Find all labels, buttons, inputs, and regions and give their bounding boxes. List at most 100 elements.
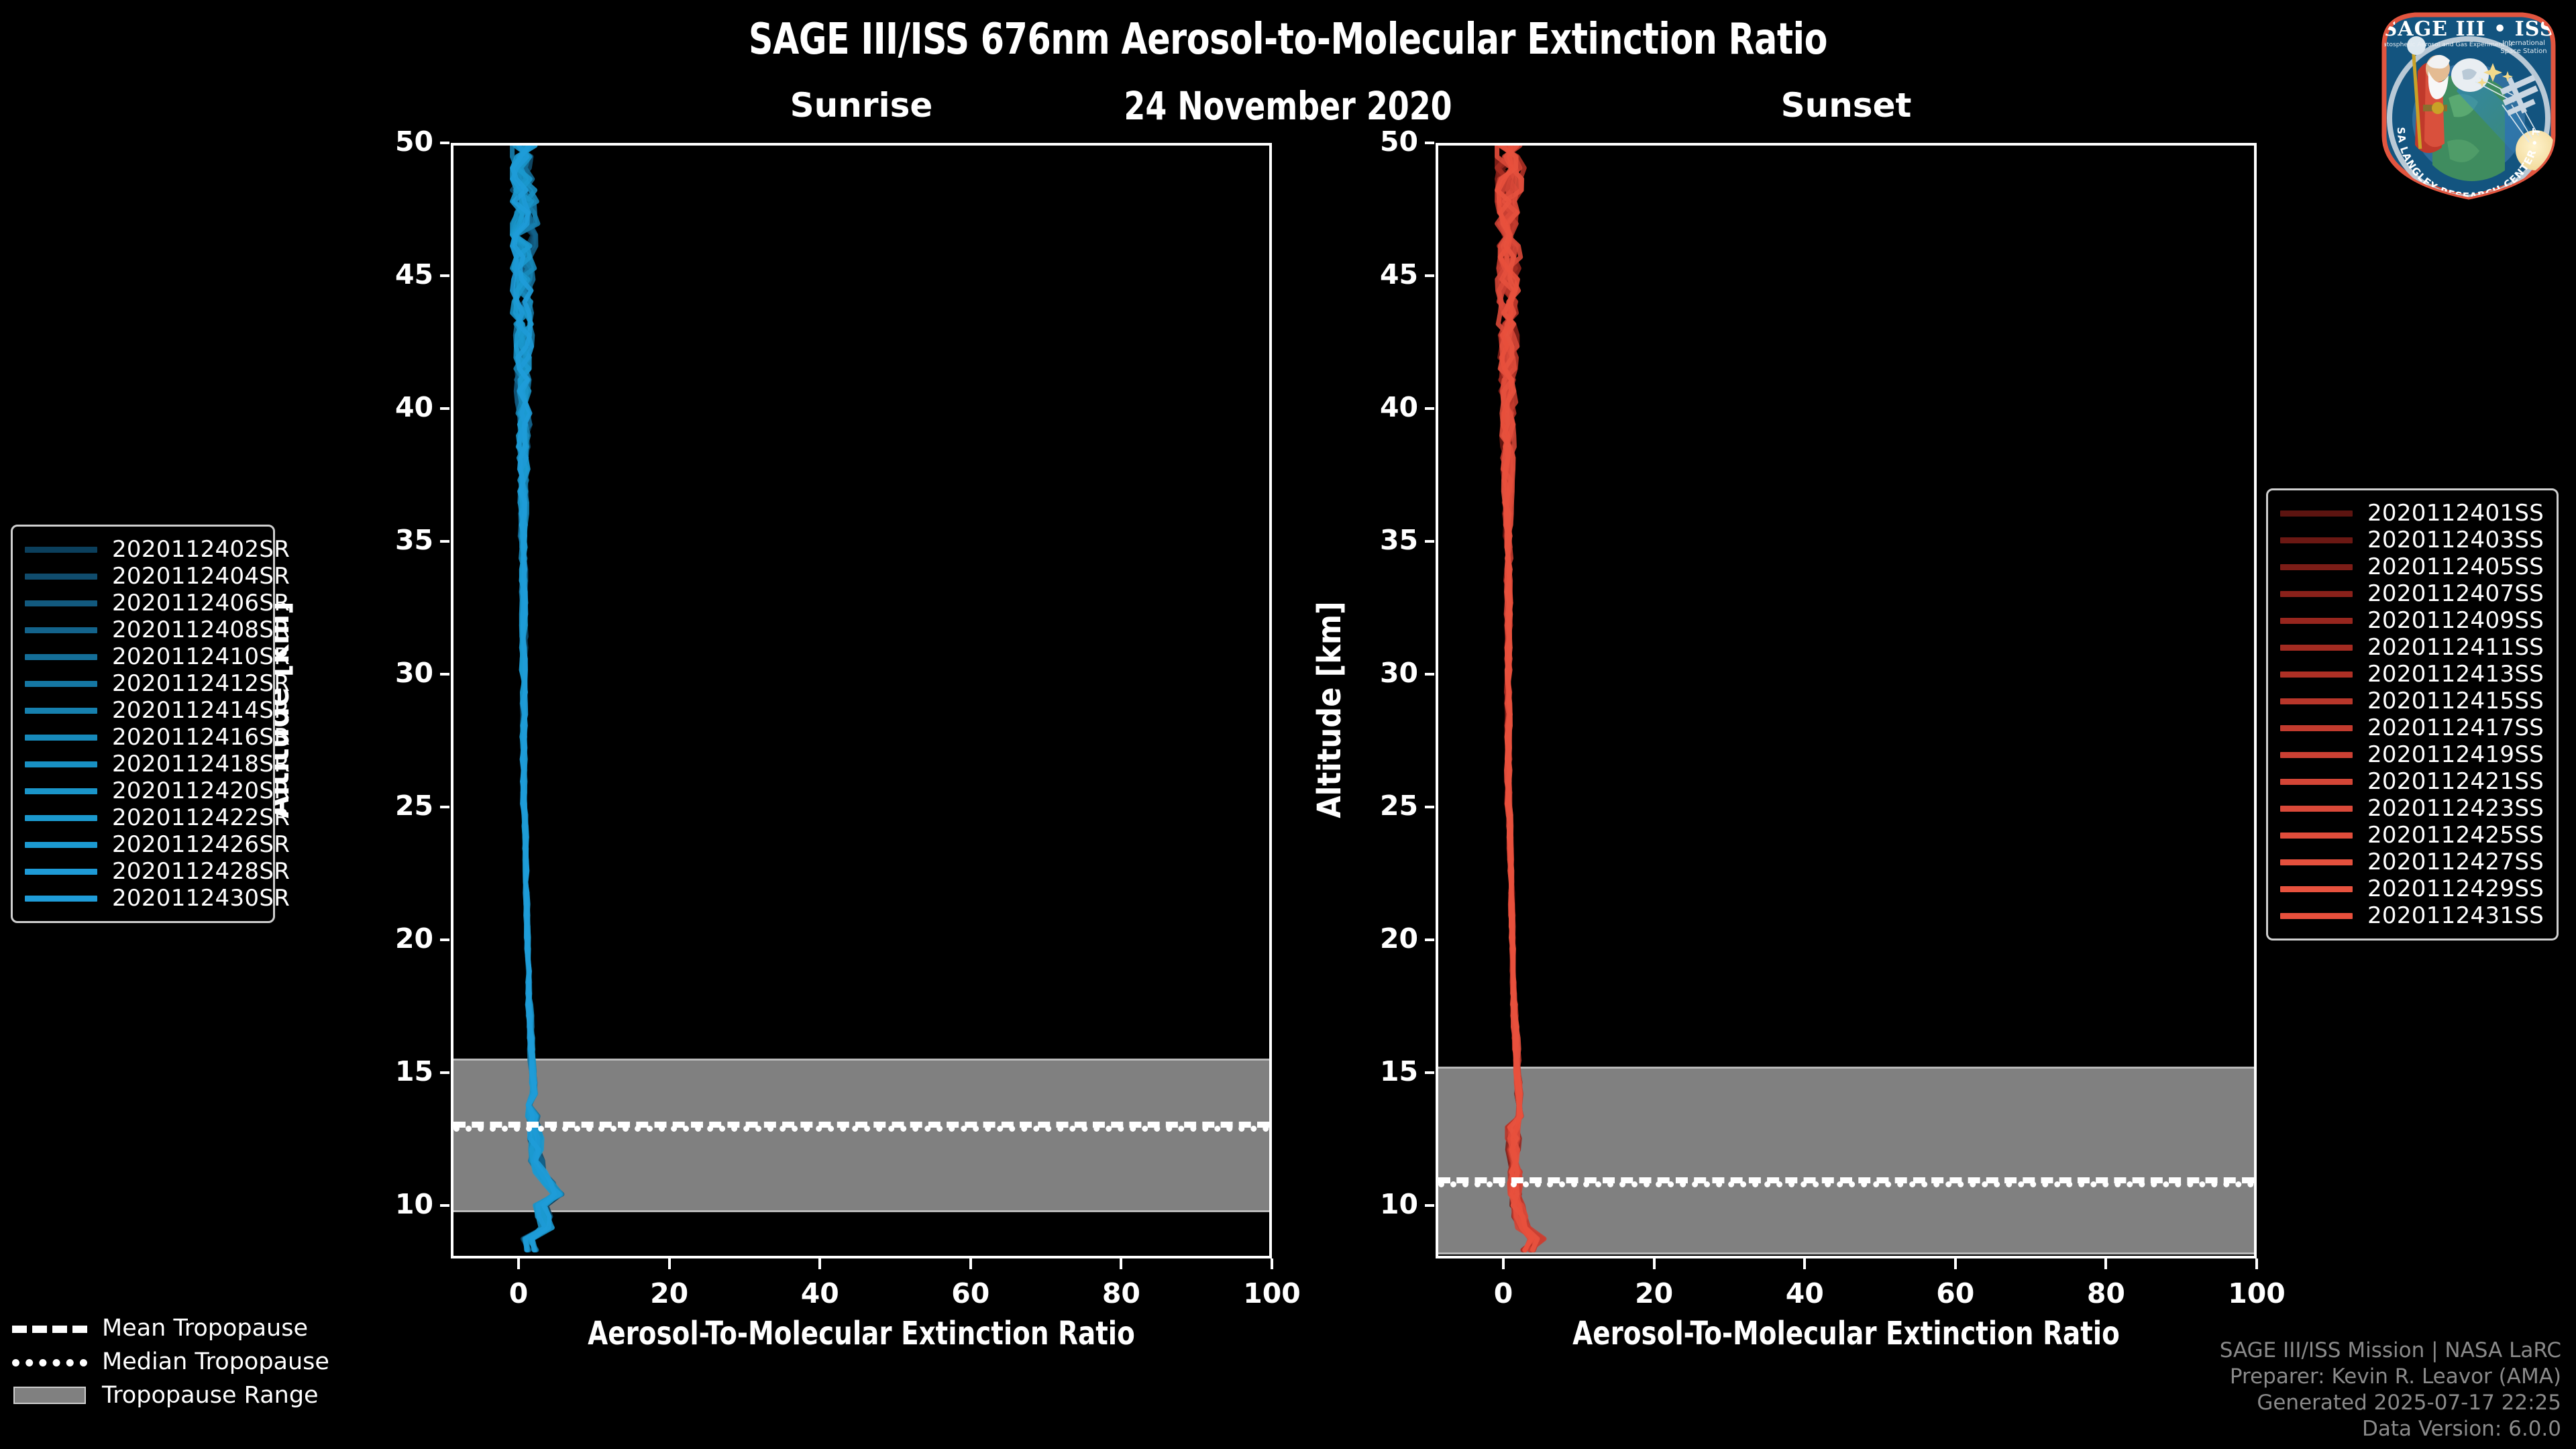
y-axis-tick-label: 10 [394, 1187, 433, 1220]
legend-color-swatch-icon [25, 573, 97, 580]
legend-label: 2020112409SS [2367, 607, 2544, 634]
panel-title-sunset: Sunset [1780, 86, 1912, 125]
legend-label: 2020112427SS [2367, 849, 2544, 875]
profile-traces [1495, 146, 1547, 1252]
legend-label: 2020112410SR [112, 643, 290, 670]
svg-text:Stratospheric Aerosol and Gas: Stratospheric Aerosol and Gas Experiment… [2374, 41, 2512, 48]
legend-color-swatch-icon [2280, 617, 2353, 624]
legend-label: 2020112419SS [2367, 741, 2544, 768]
legend-label: 2020112428SR [112, 858, 290, 885]
legend-item[interactable]: 2020112402SR [25, 536, 290, 563]
y-axis-tick-mark [440, 1071, 449, 1074]
legend-label: 2020112401SS [2367, 500, 2544, 527]
legend-item[interactable]: 2020112415SS [2280, 688, 2544, 714]
x-axis-tick-mark [1953, 1258, 1957, 1269]
legend-item[interactable]: 2020112401SS [2280, 500, 2544, 527]
legend-item[interactable]: 2020112405SS [2280, 553, 2544, 580]
tropopause-range-band [1438, 1067, 2254, 1254]
legend-item[interactable]: 2020112431SS [2280, 902, 2544, 929]
legend-label: 2020112423SS [2367, 795, 2544, 822]
y-axis-tick-mark [440, 1203, 449, 1207]
legend-item[interactable]: 2020112425SS [2280, 822, 2544, 849]
legend-item[interactable]: 2020112421SS [2280, 768, 2544, 795]
page-title: SAGE III/ISS 676nm Aerosol-to-Molecular … [749, 15, 1827, 64]
y-axis-tick-label: 20 [1379, 922, 1418, 955]
x-axis-title-sunset: Aerosol-To-Molecular Extinction Ratio [1572, 1315, 2120, 1352]
legend-item[interactable]: 2020112426SR [25, 831, 290, 858]
legend-item[interactable]: 2020112430SR [25, 885, 290, 912]
y-axis-tick-label: 30 [394, 656, 433, 689]
profile-line [510, 146, 557, 1252]
legend-label: 2020112429SS [2367, 875, 2544, 902]
y-axis-tick-mark [1425, 1203, 1434, 1207]
legend-item[interactable]: 2020112411SS [2280, 634, 2544, 661]
y-axis-tick-mark [440, 672, 449, 676]
y-axis-tick-label: 40 [1379, 390, 1418, 423]
legend-item[interactable]: 2020112423SS [2280, 795, 2544, 822]
legend-item[interactable]: 2020112403SS [2280, 527, 2544, 553]
legend-label-median-tropopause: Median Tropopause [102, 1348, 329, 1375]
footer-line-version: Data Version: 6.0.0 [2361, 1417, 2561, 1441]
legend-color-swatch-icon [25, 627, 97, 633]
legend-label: 2020112402SR [112, 536, 290, 563]
legend-item[interactable]: 2020112406SR [25, 590, 290, 616]
legend-item[interactable]: 2020112409SS [2280, 607, 2544, 634]
y-axis-tick-mark [1425, 142, 1434, 144]
legend-item[interactable]: 2020112427SS [2280, 849, 2544, 875]
legend-color-swatch-icon [2280, 537, 2353, 543]
legend-label: 2020112421SS [2367, 768, 2544, 795]
legend-label: 2020112416SR [112, 724, 290, 751]
legend-item[interactable]: 2020112407SS [2280, 580, 2544, 607]
x-axis-tick-label: 20 [1635, 1277, 1674, 1309]
y-axis-tick-label: 50 [1379, 125, 1418, 158]
legend-label: 2020112413SS [2367, 661, 2544, 688]
legend-item[interactable]: 2020112404SR [25, 563, 290, 590]
tropopause-range-edge [1438, 1252, 2254, 1255]
legend-label: 2020112407SS [2367, 580, 2544, 607]
x-axis-tick-mark [2104, 1258, 2108, 1269]
legend-tropopause: Mean Tropopause Median Tropopause Tropop… [12, 1311, 329, 1412]
legend-label: 2020112418SR [112, 751, 290, 777]
y-axis-tick-mark [1425, 274, 1434, 277]
y-axis-tick-mark [1425, 539, 1434, 543]
legend-item[interactable]: 2020112412SR [25, 670, 290, 697]
legend-label: 2020112420SR [112, 777, 290, 804]
legend-sunrise-events[interactable]: 2020112402SR 2020112404SR 2020112406SR 2020… [11, 525, 290, 923]
legend-color-swatch-icon [25, 680, 97, 687]
legend-sunset-events[interactable]: 2020112401SS 2020112403SS 2020112405SS 2020… [2266, 488, 2559, 941]
y-axis-tick-mark [440, 938, 449, 941]
legend-item[interactable]: 2020112429SS [2280, 875, 2544, 902]
y-axis-tick-label: 10 [1379, 1187, 1418, 1220]
legend-color-swatch-icon [25, 734, 97, 741]
legend-color-swatch-icon [2280, 671, 2353, 678]
footer-credits: SAGE III/ISS Mission | NASA LaRC Prepare… [2220, 1338, 2561, 1442]
legend-item-tropopause-range: Tropopause Range [12, 1379, 329, 1412]
legend-label: 2020112426SR [112, 831, 290, 858]
legend-color-swatch-icon [25, 868, 97, 875]
legend-item[interactable]: 2020112422SR [25, 804, 290, 831]
legend-item[interactable]: 2020112410SR [25, 643, 290, 670]
mean-tropopause-line [453, 1122, 1269, 1128]
legend-item[interactable]: 2020112428SR [25, 858, 290, 885]
legend-item[interactable]: 2020112419SS [2280, 741, 2544, 768]
y-axis-tick-label: 40 [394, 390, 433, 423]
legend-item[interactable]: 2020112416SR [25, 724, 290, 751]
y-axis-tick-mark [1425, 407, 1434, 410]
y-axis-tick-label: 20 [394, 922, 433, 955]
legend-color-swatch-icon [2280, 885, 2353, 892]
legend-item[interactable]: 2020112408SR [25, 616, 290, 643]
legend-item[interactable]: 2020112418SR [25, 751, 290, 777]
y-axis-tick-mark [440, 805, 449, 808]
legend-item[interactable]: 2020112413SS [2280, 661, 2544, 688]
tropopause-range-edge [453, 1210, 1269, 1212]
y-axis-tick-mark [440, 274, 449, 277]
legend-label-tropopause-range: Tropopause Range [102, 1382, 319, 1409]
legend-item[interactable]: 2020112414SR [25, 697, 290, 724]
legend-color-swatch-icon [2280, 832, 2353, 839]
legend-item[interactable]: 2020112420SR [25, 777, 290, 804]
x-axis-tick-mark [2255, 1258, 2258, 1269]
legend-item[interactable]: 2020112417SS [2280, 714, 2544, 741]
legend-label: 2020112431SS [2367, 902, 2544, 929]
legend-color-swatch-icon [25, 788, 97, 794]
x-axis-tick-label: 80 [2086, 1277, 2125, 1309]
